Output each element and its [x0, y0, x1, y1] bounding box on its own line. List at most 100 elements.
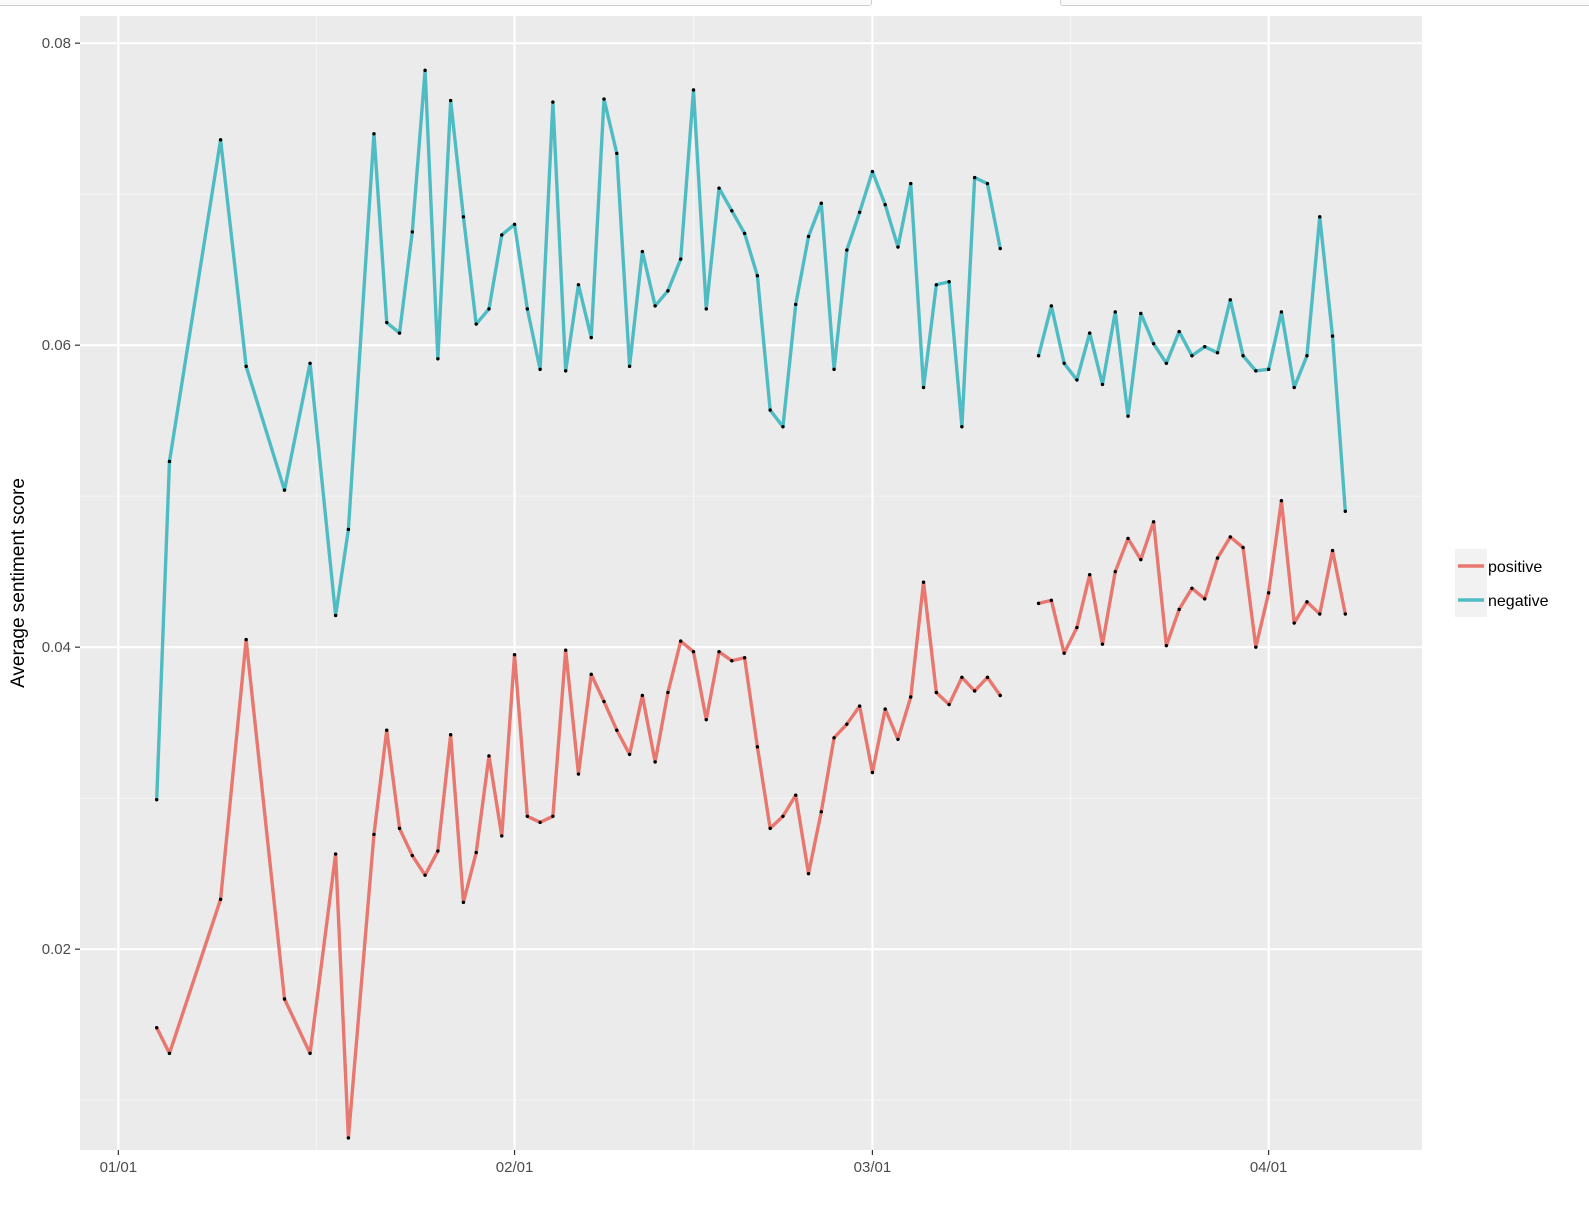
- data-point-negative: [1330, 334, 1335, 338]
- data-point-positive: [896, 737, 900, 741]
- data-point-positive: [704, 717, 708, 722]
- data-point-negative: [397, 331, 402, 335]
- data-point-negative: [1343, 509, 1348, 513]
- data-point-positive: [551, 814, 555, 818]
- data-point-negative: [602, 97, 606, 101]
- data-point-positive: [679, 639, 683, 643]
- data-point-positive: [691, 650, 696, 654]
- top-panel-fragment-right: [1060, 0, 1589, 6]
- y-axis-title: Average sentiment score: [8, 478, 29, 688]
- y-tick-label: 0.04: [42, 639, 71, 656]
- data-point-negative: [857, 210, 862, 214]
- data-point-positive: [666, 690, 670, 695]
- series-points: [154, 68, 1348, 1140]
- data-point-negative: [1036, 354, 1041, 358]
- x-tick-label: 03/01: [854, 1159, 892, 1176]
- data-point-positive: [500, 834, 504, 838]
- data-point-positive: [154, 1025, 159, 1030]
- data-point-positive: [436, 849, 440, 853]
- data-point-negative: [947, 280, 951, 284]
- data-point-positive: [1151, 520, 1156, 524]
- data-point-positive: [461, 900, 466, 905]
- data-point-negative: [1087, 331, 1092, 335]
- data-point-positive: [512, 653, 517, 657]
- data-point-negative: [1190, 354, 1194, 358]
- data-point-negative: [717, 186, 721, 190]
- data-point-negative: [385, 320, 389, 325]
- data-point-negative: [1177, 329, 1181, 334]
- data-point-negative: [742, 231, 747, 236]
- data-point-negative: [372, 132, 376, 136]
- data-point-negative: [500, 233, 504, 237]
- data-point-negative: [781, 425, 785, 429]
- y-tick-label: 0.08: [42, 35, 71, 52]
- data-point-positive: [1318, 612, 1322, 616]
- minor-gridlines: [80, 16, 1422, 1150]
- data-point-negative: [679, 257, 683, 261]
- legend-label-positive: positive: [1488, 559, 1542, 576]
- data-point-negative: [1164, 361, 1169, 365]
- data-point-positive: [947, 702, 951, 707]
- x-tick-label: 01/01: [100, 1159, 138, 1176]
- legend-label-negative: negative: [1488, 593, 1549, 610]
- data-point-negative: [474, 322, 478, 326]
- data-point-positive: [768, 826, 772, 831]
- data-point-positive: [397, 826, 402, 831]
- data-point-negative: [1139, 311, 1143, 316]
- data-point-negative: [1266, 367, 1271, 372]
- data-point-negative: [755, 274, 760, 278]
- data-point-negative: [423, 68, 427, 73]
- data-point-positive: [640, 693, 645, 698]
- plot-panel: [80, 16, 1422, 1150]
- data-point-negative: [896, 245, 900, 249]
- data-point-positive: [1292, 621, 1296, 625]
- data-point-negative: [1126, 414, 1130, 418]
- data-point-positive: [244, 637, 248, 642]
- data-point-positive: [1049, 598, 1054, 603]
- data-point-negative: [998, 246, 1002, 251]
- data-point-negative: [934, 283, 939, 287]
- data-point-positive: [921, 580, 926, 584]
- data-point-positive: [857, 704, 862, 708]
- major-gridlines: [80, 16, 1422, 1150]
- data-point-negative: [1151, 341, 1156, 346]
- data-point-positive: [1087, 572, 1092, 577]
- data-point-negative: [218, 138, 223, 142]
- data-point-negative: [1305, 354, 1309, 358]
- data-point-positive: [755, 745, 760, 749]
- data-point-positive: [717, 650, 721, 654]
- data-point-negative: [704, 307, 708, 311]
- data-point-positive: [870, 770, 875, 775]
- data-point-positive: [985, 675, 990, 680]
- data-point-positive: [333, 852, 338, 856]
- data-point-negative: [1279, 310, 1284, 314]
- data-point-negative: [806, 234, 811, 239]
- data-point-negative: [1062, 361, 1066, 365]
- data-point-positive: [781, 814, 785, 818]
- x-tick-label: 02/01: [496, 1159, 534, 1176]
- data-point-positive: [282, 997, 287, 1001]
- data-point-positive: [1330, 548, 1335, 553]
- data-point-positive: [1305, 600, 1309, 604]
- data-point-positive: [794, 793, 798, 797]
- data-point-positive: [372, 832, 376, 837]
- data-point-positive: [448, 733, 453, 737]
- data-point-negative: [653, 304, 657, 308]
- data-point-positive: [1228, 535, 1232, 539]
- data-point-positive: [653, 760, 657, 764]
- top-toolbar-fragments: [0, 0, 1589, 8]
- data-point-positive: [883, 707, 887, 711]
- data-point-negative: [448, 98, 453, 103]
- data-point-positive: [960, 675, 964, 680]
- data-point-negative: [244, 364, 248, 369]
- data-point-negative: [1049, 304, 1054, 308]
- data-point-positive: [576, 772, 581, 776]
- data-point-negative: [640, 249, 645, 254]
- data-point-positive: [1139, 557, 1143, 562]
- data-point-positive: [627, 752, 632, 757]
- data-point-positive: [832, 736, 836, 740]
- data-point-negative: [691, 88, 696, 92]
- data-point-positive: [1036, 601, 1041, 606]
- data-point-negative: [282, 488, 287, 492]
